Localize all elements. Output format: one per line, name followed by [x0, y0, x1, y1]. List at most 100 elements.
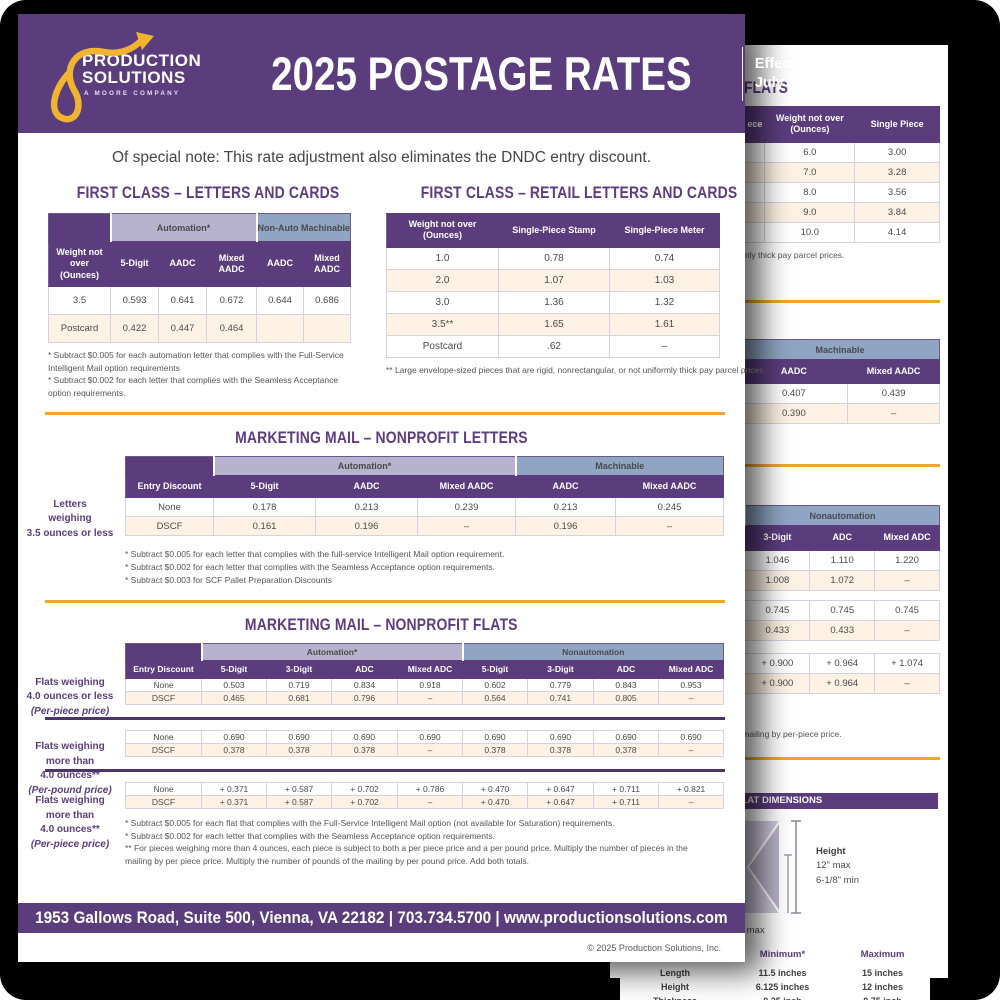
table-row: Postcard .62– — [386, 334, 720, 358]
table-cell: 0.161 — [213, 516, 316, 536]
column-header-row: Weight not over (Ounces) Single-Piece Sta… — [386, 213, 720, 248]
logo-line2: SOLUTIONS — [82, 67, 186, 87]
column-header-cell: Mixed AADC — [615, 474, 724, 499]
height-max: 12" max — [816, 860, 851, 872]
table-cell: 6.0 — [764, 141, 856, 163]
column-header-cell: Weight not over (Ounces) — [48, 241, 111, 287]
table-row: Length 11.5 inches 15 inches — [620, 966, 930, 980]
table-cell: Postcard — [48, 313, 111, 343]
table-cell: 0.672 — [206, 285, 257, 315]
title-text: FIRST CLASS – LETTERS AND CARDS — [76, 183, 340, 202]
column-header-cell: Entry Discount — [125, 660, 202, 679]
table-cell: 0.953 — [658, 677, 724, 692]
footnote-line: * Subtract $0.005 for each letter that c… — [125, 549, 505, 559]
table-cell: 0.564 — [462, 690, 528, 705]
table-row: Height 6.125 inches 12 inches — [620, 980, 930, 994]
column-header-cell: Mixed ADC — [397, 660, 463, 679]
table-cell: + 0.470 — [462, 781, 528, 796]
table-row: None 0.178 0.213 0.239 0.213 0.245 — [125, 497, 724, 517]
table-cell: 0.796 — [331, 690, 398, 705]
nonprofit-flats-table-2: None 0.690 0.690 0.690 0.690 0.690 0.690 0.690 0… — [125, 729, 724, 757]
table-row: DSCF 0.378 0.378 0.378–0.378 0.378 0.378– — [125, 742, 724, 757]
group-header-row: Automation* Non-Auto Machinable — [48, 213, 351, 242]
table-cell: 9.0 — [764, 201, 856, 223]
table-cell — [256, 313, 304, 343]
table-cell: 0.245 — [615, 497, 724, 517]
page-title: 2025 POSTAGE RATES — [225, 50, 738, 97]
page1-copyright: © 2025 Production Solutions, Inc. — [587, 943, 721, 953]
column-header-cell: ADC — [331, 660, 398, 679]
table-cell: None — [125, 677, 202, 692]
table-cell: + 0.900 — [744, 672, 811, 694]
table-cell: 1.072 — [809, 569, 876, 591]
table-cell: – — [397, 742, 463, 757]
table-row: Postcard 0.422 0.447 0.464 — [48, 313, 351, 343]
table-cell: 3.28 — [854, 161, 940, 183]
table-cell: – — [397, 794, 463, 809]
table-cell: 3.00 — [854, 141, 940, 163]
table-cell: 0.196 — [315, 516, 418, 536]
column-header-cell: 3-Digit — [527, 660, 594, 679]
table-cell: – — [417, 516, 516, 536]
title-text: MARKETING MAIL – NONPROFIT FLATS — [245, 615, 518, 635]
table-cell: 0.422 — [110, 313, 159, 343]
footnote-line: * Subtract $0.003 for SCF Pallet Prepara… — [125, 574, 332, 585]
effective-date: Effective Sunday, July 13, 2025 — [755, 55, 887, 93]
table-cell: 1.008 — [744, 569, 811, 591]
group-header-row: Automation* Nonautomation — [125, 643, 724, 661]
table-cell: 0.745 — [809, 599, 876, 621]
table-cell: + 0.702 — [331, 794, 398, 809]
nonprofit-flats-section-3: Flats weighing more than 4.0 ounces** (P… — [18, 781, 745, 868]
production-solutions-logo: PRODUCTION SOLUTIONS A MOORE COMPANY — [40, 26, 225, 122]
table-cell: 1.046 — [744, 549, 811, 571]
table-cell: 8.0 — [764, 181, 856, 203]
column-header-cell: Single Piece — [854, 106, 940, 143]
table-cell: 0.690 — [201, 729, 267, 744]
header-divider — [741, 46, 743, 101]
column-header-cell: Mixed AADC — [847, 358, 940, 385]
column-header-row: Entry Discount 5-Digit AADC Mixed AADC AADC M… — [125, 474, 724, 499]
title-text: MARKETING MAIL – NONPROFIT LETTERS — [235, 427, 528, 447]
column-header-cell: AADC — [158, 241, 207, 287]
table-cell: 0.447 — [158, 313, 207, 343]
nonprofit-flats-title: MARKETING MAIL – NONPROFIT FLATS — [18, 615, 745, 635]
title-text: FIRST CLASS – RETAIL LETTERS AND CARDS — [420, 183, 738, 202]
label-main: Flats weighing more than 4.0 ounces** — [35, 741, 105, 782]
footer-address-bar: 1953 Gallows Road, Suite 500, Vienna, VA… — [18, 903, 745, 933]
table-cell: 10.0 — [764, 221, 856, 243]
table-cell: 0.593 — [110, 285, 159, 315]
table-cell: 4.14 — [854, 221, 940, 243]
nonprofit-flats-section-2: Flats weighing more than 4.0 ounces** (P… — [18, 729, 745, 796]
table-row: 3.0 1.36 1.32 — [386, 290, 720, 314]
label-sub: (Per-piece price) — [30, 705, 110, 717]
group-header-cell: Automation* — [109, 213, 257, 242]
table-cell: 0.503 — [201, 677, 267, 692]
column-header-cell: Mixed ADC — [658, 660, 724, 679]
table-cell: 0.378 — [462, 742, 528, 757]
table-cell: 0.378 — [331, 742, 398, 757]
table-row: 3.5 0.593 0.641 0.672 0.644 0.686 — [48, 285, 351, 315]
column-header-cell: Maximum — [860, 949, 905, 960]
table-cell: – — [658, 742, 724, 757]
group-header-cell — [125, 456, 214, 476]
table-cell: – — [609, 334, 720, 358]
table-row: DSCF 0.465 0.681 0.796–0.564 0.741 0.805– — [125, 690, 724, 705]
table-cell: 0.690 — [593, 729, 659, 744]
page-1: PRODUCTION SOLUTIONS A MOORE COMPANY 202… — [18, 14, 875, 962]
table-row: None 0.503 0.719 0.834 0.918 0.602 0.779 0.843 0… — [125, 677, 724, 692]
footnote-line: * Subtract $0.002 for each letter that c… — [125, 830, 495, 841]
footnote-line: * Subtract $0.005 for each flat that com… — [125, 817, 615, 828]
column-header-cell: 5-Digit — [201, 660, 267, 679]
table-row: None 0.690 0.690 0.690 0.690 0.690 0.690 0.690 0… — [125, 729, 724, 744]
header-band: PRODUCTION SOLUTIONS A MOORE COMPANY 202… — [18, 14, 875, 133]
table-cell: 0.433 — [809, 619, 876, 641]
table-cell: 3.56 — [854, 181, 940, 203]
effective-line1: Effective Sunday, — [754, 55, 875, 72]
table-cell: None — [125, 497, 214, 517]
group-header-cell — [125, 643, 202, 661]
table-cell: 0.741 — [527, 690, 594, 705]
nonprofit-flats-section-1: Flats weighing 4.0 ounces or less (Per-p… — [18, 643, 745, 717]
column-header-cell: 3-Digit — [266, 660, 332, 679]
table-row: 3.5** 1.65 1.61 — [386, 312, 720, 336]
column-header-cell: ADC — [593, 660, 659, 679]
